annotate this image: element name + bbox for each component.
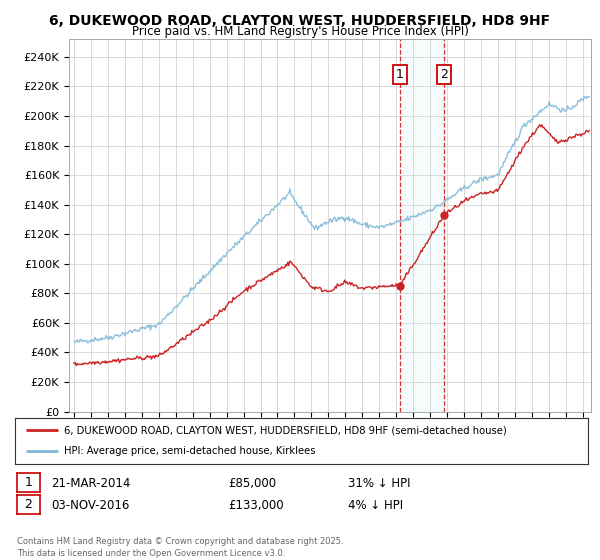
Text: 31% ↓ HPI: 31% ↓ HPI xyxy=(348,477,410,490)
Text: HPI: Average price, semi-detached house, Kirklees: HPI: Average price, semi-detached house,… xyxy=(64,446,315,456)
Text: 2: 2 xyxy=(440,68,448,81)
Text: 6, DUKEWOOD ROAD, CLAYTON WEST, HUDDERSFIELD, HD8 9HF (semi-detached house): 6, DUKEWOOD ROAD, CLAYTON WEST, HUDDERSF… xyxy=(64,425,506,435)
Text: 6, DUKEWOOD ROAD, CLAYTON WEST, HUDDERSFIELD, HD8 9HF: 6, DUKEWOOD ROAD, CLAYTON WEST, HUDDERSF… xyxy=(49,14,551,28)
Text: £133,000: £133,000 xyxy=(228,498,284,512)
Text: £85,000: £85,000 xyxy=(228,477,276,490)
Text: 21-MAR-2014: 21-MAR-2014 xyxy=(51,477,130,490)
Bar xyxy=(400,39,444,412)
Text: 1: 1 xyxy=(396,68,404,81)
Text: Contains HM Land Registry data © Crown copyright and database right 2025.
This d: Contains HM Land Registry data © Crown c… xyxy=(17,537,343,558)
Text: 2: 2 xyxy=(24,498,32,511)
Text: Price paid vs. HM Land Registry's House Price Index (HPI): Price paid vs. HM Land Registry's House … xyxy=(131,25,469,38)
Text: 1: 1 xyxy=(24,476,32,489)
Text: 03-NOV-2016: 03-NOV-2016 xyxy=(51,498,130,512)
Text: 4% ↓ HPI: 4% ↓ HPI xyxy=(348,498,403,512)
